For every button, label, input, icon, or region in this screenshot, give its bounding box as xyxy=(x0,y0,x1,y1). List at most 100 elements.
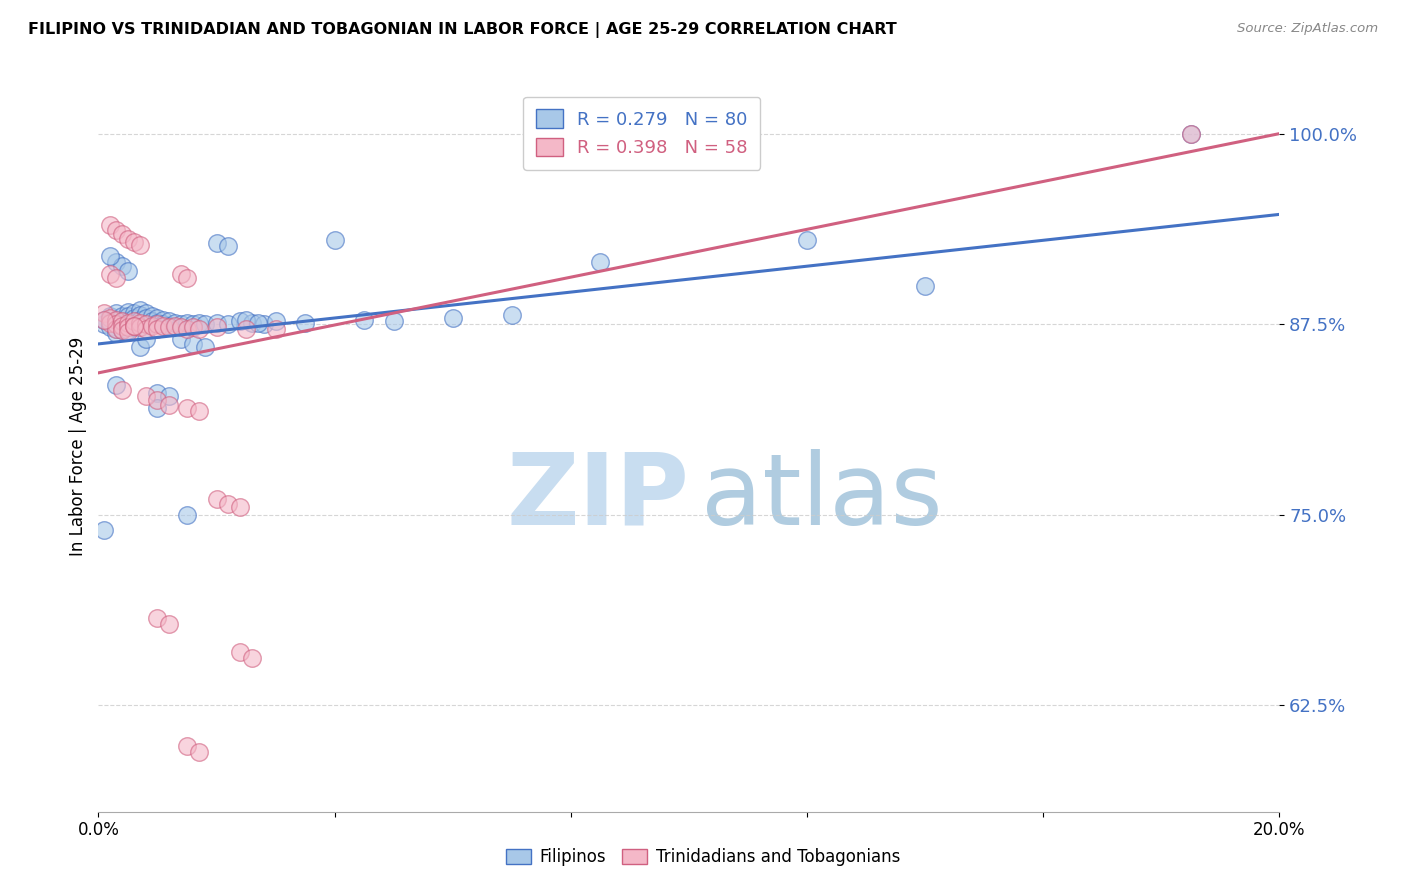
Point xyxy=(111,323,134,337)
Point xyxy=(382,314,405,328)
Point xyxy=(176,316,198,330)
Point xyxy=(146,401,169,415)
Point xyxy=(146,385,169,400)
Point xyxy=(1180,127,1202,141)
Point xyxy=(98,316,121,330)
Point xyxy=(170,332,193,346)
Point xyxy=(205,320,228,334)
Point xyxy=(135,389,157,403)
Point xyxy=(205,236,228,251)
Point xyxy=(93,306,115,320)
Point xyxy=(264,314,287,328)
Point xyxy=(117,264,139,278)
Point xyxy=(187,321,209,335)
Point xyxy=(105,326,128,341)
Text: Source: ZipAtlas.com: Source: ZipAtlas.com xyxy=(1237,22,1378,36)
Point xyxy=(229,314,252,328)
Point xyxy=(117,323,139,337)
Point xyxy=(117,316,139,330)
Point xyxy=(176,508,198,522)
Point xyxy=(105,271,128,285)
Point xyxy=(111,323,134,337)
Legend: R = 0.279   N = 80, R = 0.398   N = 58: R = 0.279 N = 80, R = 0.398 N = 58 xyxy=(523,96,761,169)
Point xyxy=(353,312,375,326)
Point xyxy=(176,739,198,754)
Point xyxy=(105,312,128,326)
Point xyxy=(105,317,128,331)
Point xyxy=(165,318,187,333)
Point xyxy=(117,310,139,324)
Text: ZIP: ZIP xyxy=(506,449,689,546)
Point xyxy=(135,332,157,346)
Point xyxy=(135,310,157,325)
Point xyxy=(111,259,134,273)
Point xyxy=(176,401,198,415)
Point xyxy=(128,237,150,252)
Point xyxy=(122,314,145,328)
Point xyxy=(111,310,134,324)
Point xyxy=(165,316,187,330)
Point xyxy=(146,393,169,408)
Point xyxy=(235,321,257,335)
Point xyxy=(117,314,139,328)
Point xyxy=(105,317,128,331)
Point xyxy=(235,312,257,326)
Point xyxy=(122,235,145,249)
Point xyxy=(187,745,209,759)
Point xyxy=(217,317,239,331)
Point xyxy=(98,267,121,281)
Point xyxy=(135,321,157,335)
Point xyxy=(122,310,145,325)
Point xyxy=(229,500,252,514)
Point xyxy=(135,317,157,331)
Point xyxy=(181,317,204,331)
Point xyxy=(253,317,276,331)
Point xyxy=(98,310,121,325)
Point xyxy=(157,398,180,412)
Point xyxy=(128,316,150,330)
Point xyxy=(111,227,134,242)
Point xyxy=(146,611,169,625)
Point xyxy=(111,318,134,333)
Point xyxy=(152,318,174,333)
Point xyxy=(111,383,134,397)
Point xyxy=(323,233,346,247)
Text: FILIPINO VS TRINIDADIAN AND TOBAGONIAN IN LABOR FORCE | AGE 25-29 CORRELATION CH: FILIPINO VS TRINIDADIAN AND TOBAGONIAN I… xyxy=(28,22,897,38)
Point xyxy=(240,650,263,665)
Point xyxy=(122,320,145,334)
Point xyxy=(93,317,115,331)
Point xyxy=(111,314,134,328)
Point xyxy=(170,320,193,334)
Point xyxy=(157,320,180,334)
Point xyxy=(98,218,121,232)
Point xyxy=(181,320,204,334)
Point xyxy=(205,316,228,330)
Point xyxy=(111,314,134,328)
Point xyxy=(294,316,316,330)
Point xyxy=(157,318,180,333)
Point xyxy=(146,317,169,331)
Point xyxy=(128,308,150,322)
Point xyxy=(98,310,121,324)
Point xyxy=(141,318,163,333)
Point xyxy=(117,320,139,334)
Point xyxy=(217,239,239,253)
Point xyxy=(914,279,936,293)
Point xyxy=(141,314,163,328)
Point xyxy=(128,340,150,354)
Point xyxy=(152,312,174,326)
Point xyxy=(240,316,263,330)
Point xyxy=(146,310,169,325)
Point xyxy=(141,310,163,324)
Point xyxy=(98,320,121,334)
Point xyxy=(98,314,121,328)
Point xyxy=(93,312,115,326)
Point xyxy=(135,306,157,320)
Point xyxy=(157,314,180,328)
Point xyxy=(111,318,134,333)
Point xyxy=(98,248,121,262)
Point xyxy=(589,254,612,268)
Point xyxy=(194,317,217,331)
Point xyxy=(441,310,464,325)
Point xyxy=(170,317,193,331)
